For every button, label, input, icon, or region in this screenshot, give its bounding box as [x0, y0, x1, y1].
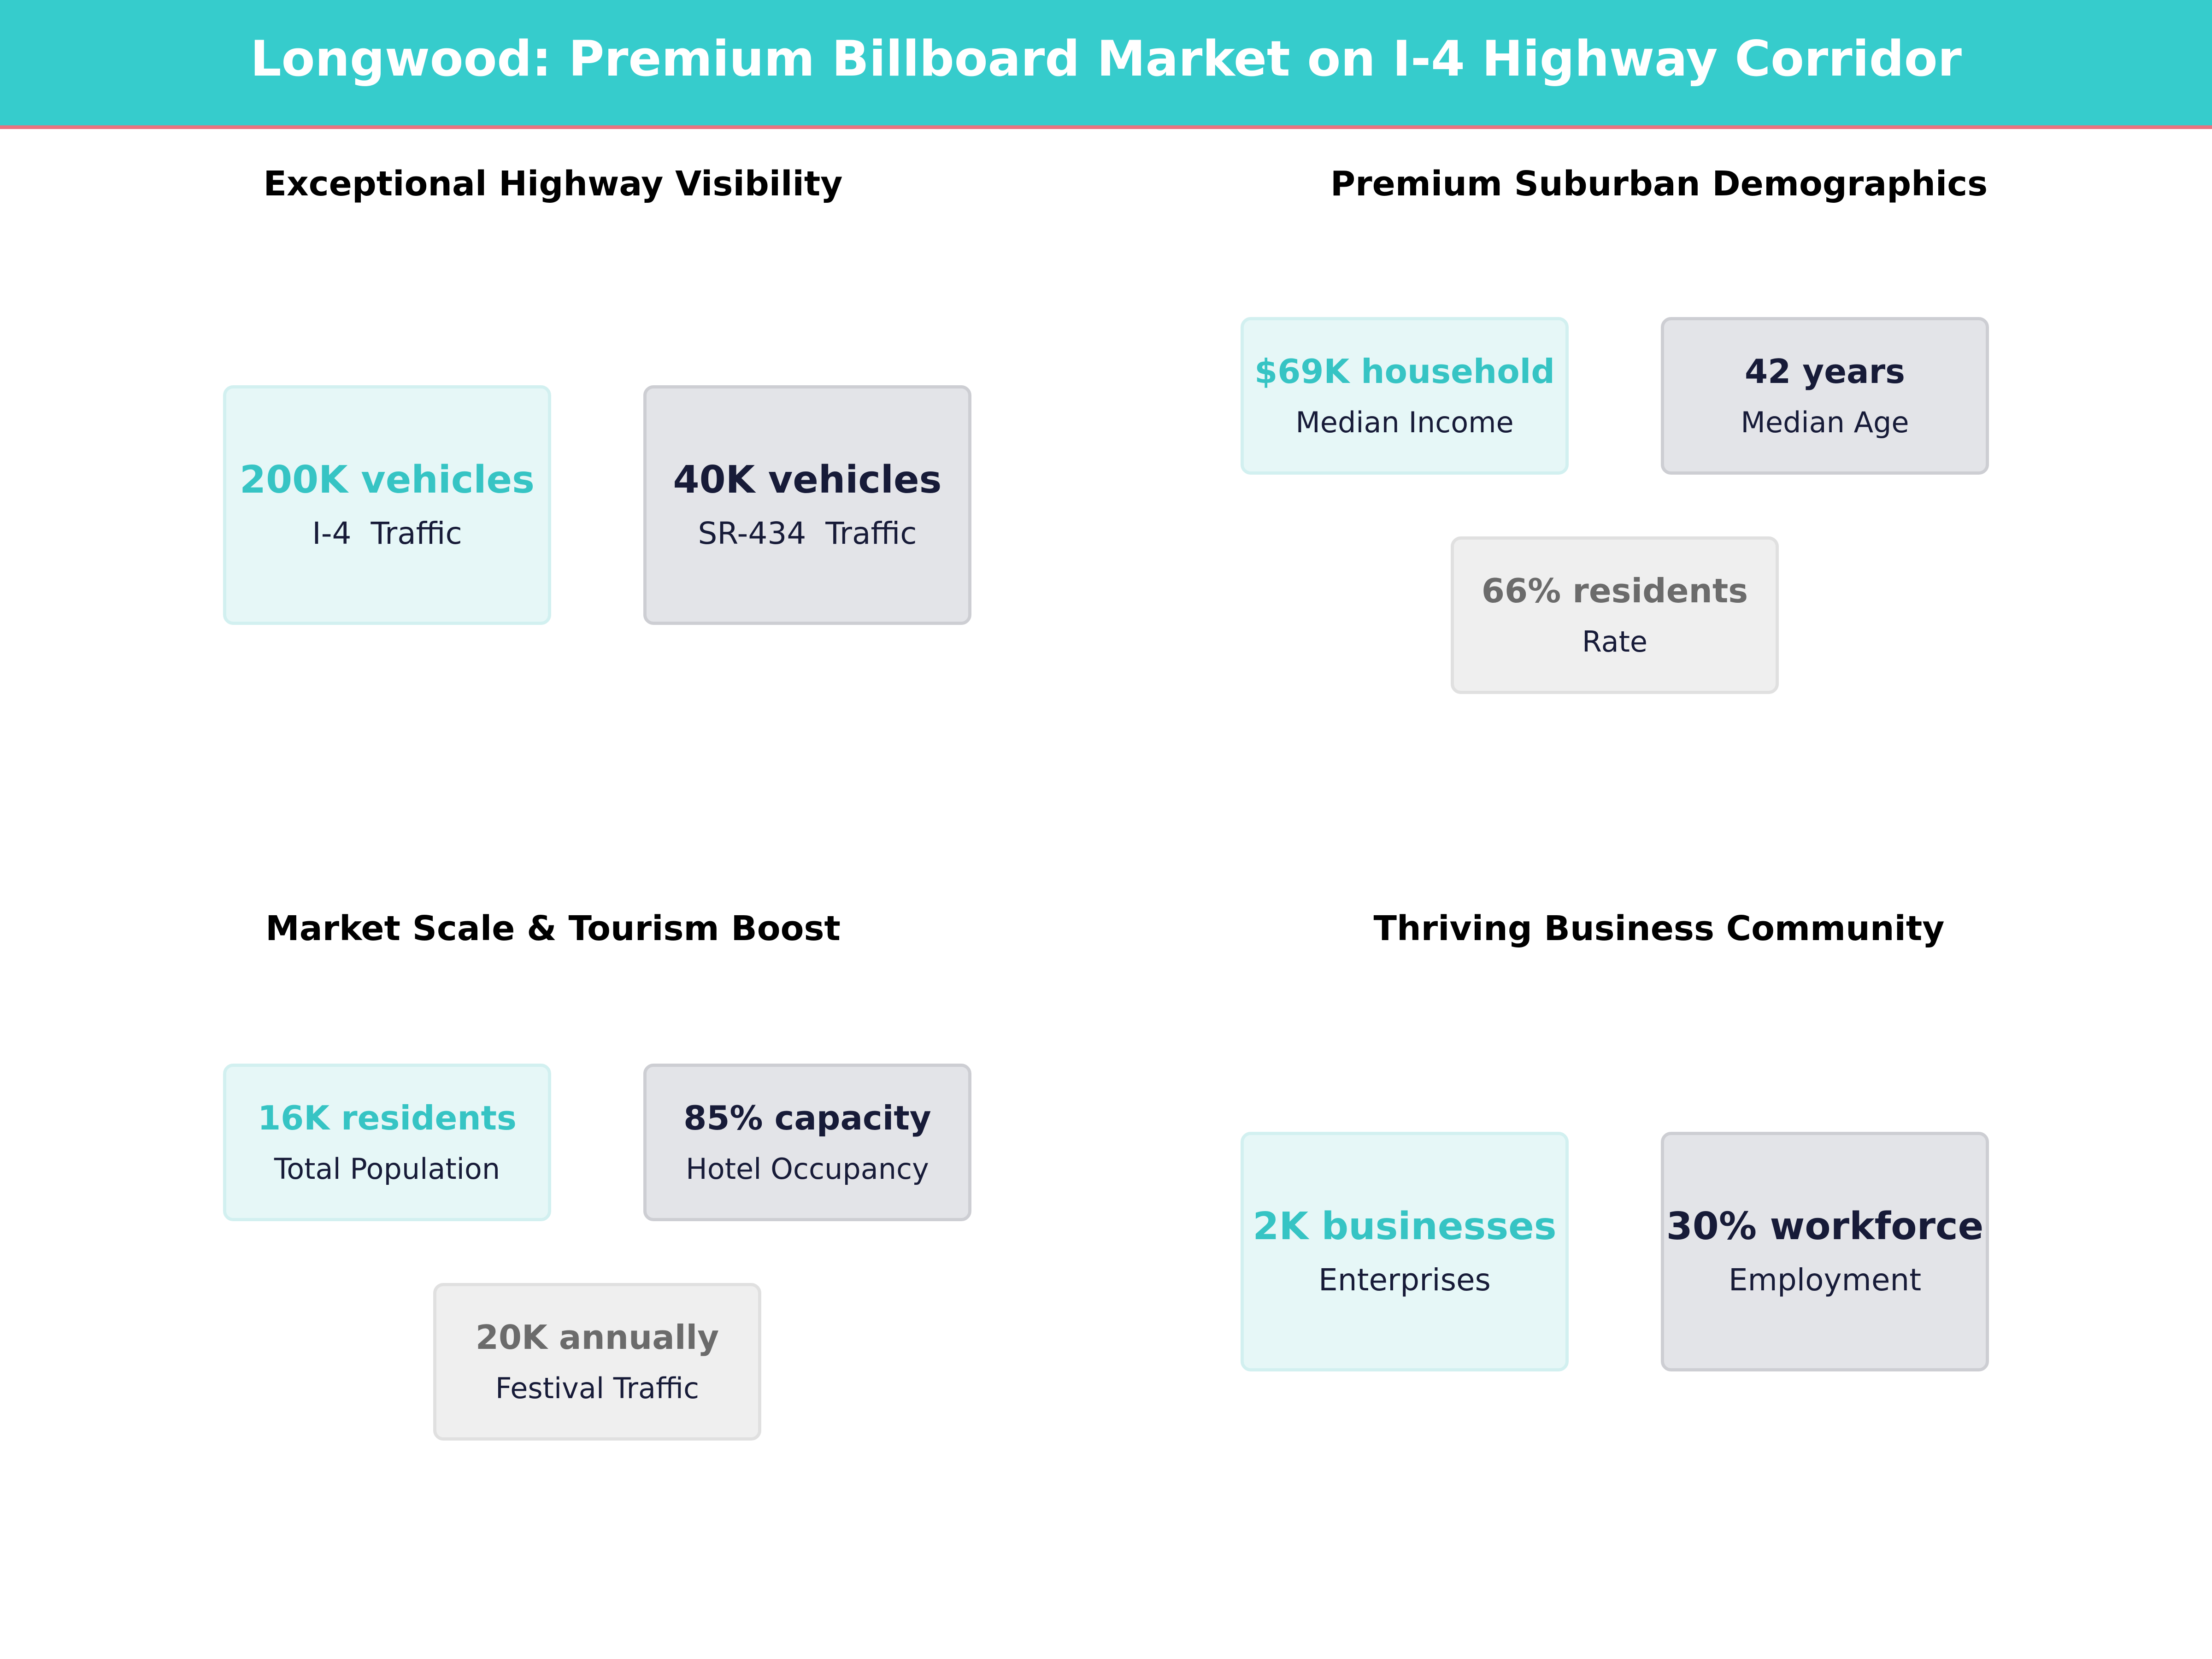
card-hotel-occupancy: 85% capacity Hotel Occupancy	[643, 1064, 971, 1221]
section-title-business: Thriving Business Community	[1373, 909, 1945, 948]
card-label: SR-434 Traffic	[698, 516, 917, 551]
card-label: I-4 Traffic	[312, 516, 462, 551]
page-title: Longwood: Premium Billboard Market on I-…	[250, 30, 1962, 87]
section-market-scale: Market Scale & Tourism Boost 16K residen…	[0, 876, 1106, 1622]
card-label: Employment	[1728, 1262, 1922, 1298]
section-title-market: Market Scale & Tourism Boost	[265, 909, 841, 948]
card-festival-traffic: 20K annually Festival Traffic	[433, 1283, 761, 1441]
card-label: Median Age	[1741, 406, 1909, 439]
card-label: Total Population	[274, 1152, 500, 1186]
card-enterprises: 2K businesses Enterprises	[1241, 1132, 1569, 1371]
card-total-population: 16K residents Total Population	[223, 1064, 551, 1221]
card-median-income: $69K household Median Income	[1241, 317, 1569, 475]
card-median-age: 42 years Median Age	[1661, 317, 1989, 475]
card-label: Median Income	[1295, 406, 1514, 439]
card-value: 42 years	[1745, 352, 1905, 391]
card-residents-rate: 66% residents Rate	[1451, 536, 1779, 694]
card-label: Festival Traffic	[495, 1371, 700, 1405]
header-banner: Longwood: Premium Billboard Market on I-…	[0, 0, 2212, 129]
card-value: 85% capacity	[683, 1099, 931, 1137]
card-label: Rate	[1582, 625, 1648, 659]
card-value: 2K businesses	[1253, 1205, 1557, 1248]
card-value: 66% residents	[1481, 571, 1748, 610]
card-sr434-traffic: 40K vehicles SR-434 Traffic	[643, 385, 971, 625]
card-value: 20K annually	[475, 1318, 719, 1357]
section-highway-visibility: Exceptional Highway Visibility 200K vehi…	[0, 129, 1106, 876]
card-value: 30% workforce	[1666, 1205, 1984, 1248]
section-title-demographics: Premium Suburban Demographics	[1330, 164, 1988, 204]
card-employment: 30% workforce Employment	[1661, 1132, 1989, 1371]
card-value: $69K household	[1254, 352, 1555, 391]
section-business-community: Thriving Business Community 2K businesse…	[1106, 876, 2212, 1622]
section-title-highway: Exceptional Highway Visibility	[263, 164, 843, 204]
card-value: 40K vehicles	[673, 458, 942, 502]
card-value: 16K residents	[258, 1099, 517, 1137]
card-i4-traffic: 200K vehicles I-4 Traffic	[223, 385, 551, 625]
card-label: Hotel Occupancy	[686, 1152, 929, 1186]
card-label: Enterprises	[1318, 1262, 1491, 1298]
section-demographics: Premium Suburban Demographics $69K house…	[1106, 129, 2212, 876]
card-value: 200K vehicles	[240, 458, 535, 502]
